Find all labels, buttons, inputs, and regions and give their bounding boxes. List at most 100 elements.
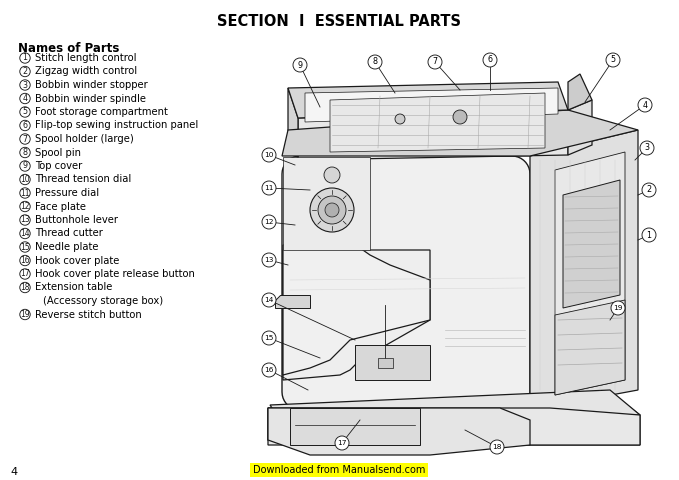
Text: 16: 16 <box>20 256 30 265</box>
Text: 4: 4 <box>642 100 648 109</box>
Text: 18: 18 <box>492 444 502 450</box>
Text: Spool holder (large): Spool holder (large) <box>35 134 134 144</box>
Circle shape <box>262 181 276 195</box>
Circle shape <box>293 58 307 72</box>
Text: Thread tension dial: Thread tension dial <box>35 175 131 184</box>
Text: 8: 8 <box>373 58 378 67</box>
Text: 6: 6 <box>488 56 492 64</box>
Polygon shape <box>282 156 530 410</box>
Circle shape <box>395 114 405 124</box>
Circle shape <box>262 148 276 162</box>
Circle shape <box>611 301 625 315</box>
Text: Needle plate: Needle plate <box>35 242 98 252</box>
Text: 16: 16 <box>264 367 274 373</box>
Polygon shape <box>305 88 558 122</box>
Polygon shape <box>283 245 430 375</box>
Polygon shape <box>282 110 638 156</box>
Text: 19: 19 <box>613 305 623 311</box>
Text: 12: 12 <box>264 219 274 225</box>
Polygon shape <box>330 93 545 152</box>
Text: Extension table: Extension table <box>35 283 113 292</box>
Circle shape <box>606 53 620 67</box>
Text: 15: 15 <box>20 242 30 252</box>
Polygon shape <box>530 130 638 410</box>
Circle shape <box>335 436 349 450</box>
Text: Bobbin winder spindle: Bobbin winder spindle <box>35 94 146 104</box>
Text: 2: 2 <box>22 67 28 76</box>
Text: Foot storage compartment: Foot storage compartment <box>35 107 168 117</box>
Polygon shape <box>290 408 420 445</box>
Text: 7: 7 <box>433 58 437 67</box>
Text: Zigzag width control: Zigzag width control <box>35 67 137 76</box>
Circle shape <box>640 141 654 155</box>
Circle shape <box>638 98 652 112</box>
Text: (Accessory storage box): (Accessory storage box) <box>43 296 163 306</box>
Text: SECTION  I  ESSENTIAL PARTS: SECTION I ESSENTIAL PARTS <box>217 14 461 29</box>
Polygon shape <box>563 180 620 308</box>
Text: 13: 13 <box>20 216 30 225</box>
Circle shape <box>368 55 382 69</box>
Polygon shape <box>270 390 640 420</box>
Text: 17: 17 <box>337 440 347 446</box>
Polygon shape <box>283 250 430 380</box>
Text: 9: 9 <box>22 161 28 170</box>
Polygon shape <box>268 392 640 445</box>
Text: 4: 4 <box>22 94 28 103</box>
Text: 9: 9 <box>297 60 303 70</box>
Polygon shape <box>288 82 568 118</box>
Polygon shape <box>355 345 430 380</box>
Polygon shape <box>378 358 393 368</box>
Circle shape <box>262 331 276 345</box>
Text: Thread cutter: Thread cutter <box>35 228 103 239</box>
Circle shape <box>428 55 442 69</box>
Text: 19: 19 <box>20 310 30 319</box>
Circle shape <box>262 215 276 229</box>
Polygon shape <box>555 300 625 395</box>
Text: 5: 5 <box>610 56 616 64</box>
Text: 6: 6 <box>22 121 28 130</box>
Text: Pressure dial: Pressure dial <box>35 188 99 198</box>
Circle shape <box>324 167 340 183</box>
Text: 11: 11 <box>264 185 274 191</box>
Circle shape <box>490 440 504 454</box>
Circle shape <box>483 53 497 67</box>
Text: 3: 3 <box>644 144 650 153</box>
Text: 14: 14 <box>264 297 274 303</box>
Text: 8: 8 <box>22 148 28 157</box>
Polygon shape <box>268 408 530 455</box>
Text: 7: 7 <box>22 134 28 144</box>
Text: 1: 1 <box>22 53 28 62</box>
Text: Flip-top sewing instruction panel: Flip-top sewing instruction panel <box>35 120 198 131</box>
Text: 4: 4 <box>10 467 17 477</box>
Circle shape <box>642 228 656 242</box>
Polygon shape <box>275 295 310 308</box>
Polygon shape <box>268 408 640 445</box>
Text: Stitch length control: Stitch length control <box>35 53 136 63</box>
Circle shape <box>262 293 276 307</box>
Text: 5: 5 <box>22 108 28 117</box>
Text: 13: 13 <box>264 257 274 263</box>
Text: Downloaded from Manualsend.com: Downloaded from Manualsend.com <box>253 465 425 475</box>
Circle shape <box>325 203 339 217</box>
Text: 10: 10 <box>20 175 30 184</box>
Text: Bobbin winder stopper: Bobbin winder stopper <box>35 80 148 90</box>
Text: 11: 11 <box>20 189 30 197</box>
Circle shape <box>453 110 467 124</box>
Circle shape <box>642 183 656 197</box>
Polygon shape <box>555 152 625 395</box>
Text: Top cover: Top cover <box>35 161 82 171</box>
Polygon shape <box>288 88 298 160</box>
Text: Reverse stitch button: Reverse stitch button <box>35 310 142 320</box>
Text: 15: 15 <box>264 335 274 341</box>
Text: 17: 17 <box>20 269 30 278</box>
Text: Spool pin: Spool pin <box>35 147 81 157</box>
Polygon shape <box>283 157 370 250</box>
Polygon shape <box>568 74 592 110</box>
Text: 12: 12 <box>20 202 30 211</box>
Text: Face plate: Face plate <box>35 202 86 212</box>
Text: Names of Parts: Names of Parts <box>18 42 120 55</box>
Text: Buttonhole lever: Buttonhole lever <box>35 215 118 225</box>
Circle shape <box>262 253 276 267</box>
Text: 10: 10 <box>264 152 274 158</box>
Text: Hook cover plate release button: Hook cover plate release button <box>35 269 195 279</box>
